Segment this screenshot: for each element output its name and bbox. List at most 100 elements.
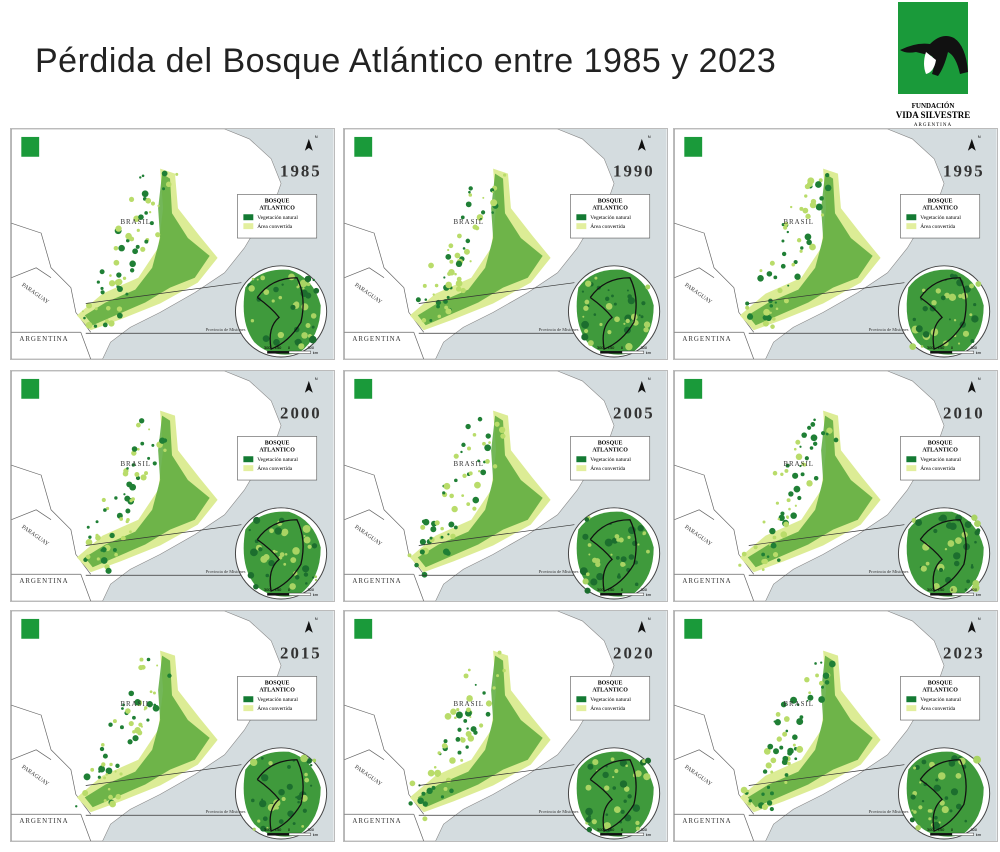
scale-bar <box>600 833 622 836</box>
legend-swatch <box>906 465 917 472</box>
vegetation-patch <box>132 715 136 720</box>
vegetation-patch <box>784 773 789 777</box>
vegetation-patch <box>448 521 455 528</box>
inset-patch <box>933 528 938 534</box>
inset-patch <box>247 572 255 579</box>
inset-patch <box>585 816 592 823</box>
inset-line <box>85 282 242 304</box>
inset-patch <box>584 328 589 334</box>
vegetation-patch <box>112 719 117 724</box>
inset-patch <box>642 759 647 764</box>
vegetation-patch <box>474 225 480 231</box>
vegetation-patch <box>115 763 120 769</box>
inset-patch <box>938 567 944 573</box>
province-border <box>256 277 304 350</box>
vegetation-patch <box>114 552 118 557</box>
vegetation-patch <box>460 450 463 454</box>
vegetation-patch <box>502 668 506 673</box>
vegetation-patch <box>83 557 88 563</box>
inset-patch <box>955 772 962 779</box>
vegetation-patch <box>781 251 787 257</box>
country-label: BRASIL <box>453 219 484 226</box>
legend-swatch <box>576 456 587 463</box>
inset-patch <box>594 558 601 564</box>
legend-title: BOSQUE <box>928 680 953 686</box>
vegetation-patch <box>161 170 168 177</box>
inset-patch <box>634 582 639 587</box>
inset-patch <box>312 758 317 763</box>
inset-patch <box>971 514 978 521</box>
inset-patch <box>275 806 279 810</box>
inset-patch <box>627 535 631 539</box>
vegetation-patch <box>101 743 105 747</box>
vegetation-patch <box>75 805 78 808</box>
vegetation-patch <box>139 176 142 179</box>
vegetation-patch <box>85 554 91 560</box>
vegetation-patch <box>788 507 791 511</box>
vegetation-patch <box>109 532 115 539</box>
vegetation-patch <box>139 657 144 662</box>
inset-patch <box>288 273 295 281</box>
legend-swatch <box>243 214 254 221</box>
vegetation-patch <box>745 301 750 306</box>
vegetation-patch <box>136 228 140 232</box>
legend-swatch <box>906 456 917 463</box>
vegetation-patch <box>453 525 458 530</box>
inset-patch <box>593 313 597 316</box>
vegetation-patch <box>144 706 148 710</box>
map-panel: N 2023 BOSQUE ATLANTICO Vegetación natural Ár… <box>673 610 998 842</box>
inset-patch <box>260 555 268 563</box>
scale-bar <box>930 833 952 836</box>
vegetation-patch <box>488 441 491 444</box>
scale-unit: km <box>646 832 652 837</box>
country-label: BRASIL <box>783 701 814 708</box>
vegetation-patch <box>421 318 427 323</box>
vegetation-patch <box>116 306 123 312</box>
inset-patch <box>586 281 589 285</box>
vegetation-patch <box>144 471 149 476</box>
legend-label: Vegetación natural <box>590 457 631 463</box>
logo-small <box>21 618 40 639</box>
inset-patch <box>921 759 927 765</box>
inset-patch <box>289 583 296 590</box>
vegetation-patch <box>447 533 450 536</box>
province-border <box>919 759 967 832</box>
legend-label: Área convertida <box>920 464 955 472</box>
vegetation-patch <box>465 731 472 738</box>
inset-patch <box>962 330 970 337</box>
vegetation-patch <box>825 173 830 178</box>
map-panel: N 1990 BOSQUE ATLANTICO Vegetación natural Ár… <box>343 128 668 360</box>
legend-swatch <box>576 214 587 221</box>
vegetation-patch <box>102 753 108 759</box>
inset-patch <box>913 810 917 814</box>
year: 2020 <box>613 644 655 663</box>
scale-label: 0 <box>288 827 291 832</box>
vegetation-patch <box>783 225 788 230</box>
year: 1985 <box>280 162 322 181</box>
vegetation-patch <box>457 233 462 239</box>
inset-patch <box>604 538 613 547</box>
vegetation-patch <box>820 661 823 664</box>
border <box>11 222 92 360</box>
scale-label: 150 <box>608 345 615 350</box>
north-arrow <box>304 380 313 393</box>
inset-patch <box>637 543 640 546</box>
inset-patch <box>611 294 614 298</box>
vegetation-patch <box>455 260 463 267</box>
country-label: ARGENTINA <box>19 336 68 343</box>
inset-patch <box>250 319 255 323</box>
vegetation-patch <box>769 806 774 812</box>
vegetation-patch <box>451 505 458 513</box>
vegetation-patch <box>761 552 766 557</box>
vegetation-patch <box>783 716 790 722</box>
scale-label: 150 <box>938 345 945 350</box>
inset-patch <box>311 576 315 579</box>
legend-swatch <box>906 223 917 230</box>
vegetation-patch <box>792 743 796 747</box>
vegetation-patch <box>469 260 472 263</box>
inset-patch <box>307 544 312 549</box>
vegetation-patch <box>786 498 791 503</box>
inset-patch <box>252 827 256 831</box>
inset-patch <box>587 340 594 347</box>
